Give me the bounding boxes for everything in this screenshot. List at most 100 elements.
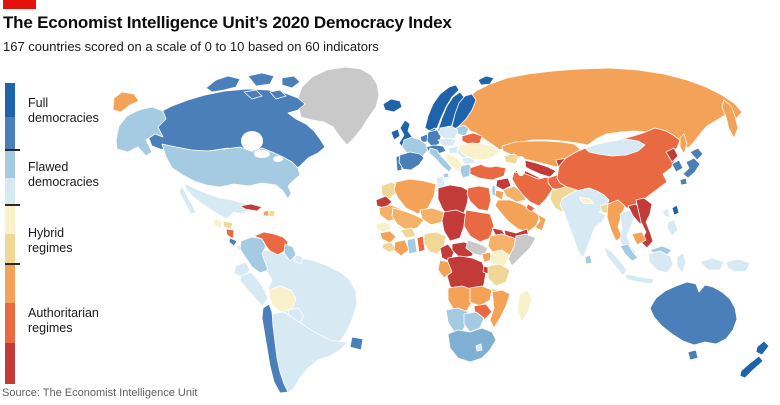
country-mali xyxy=(391,207,425,231)
country-costa-rica xyxy=(228,237,238,247)
country-algeria xyxy=(393,178,437,215)
legend-segment-hybrid_low xyxy=(5,234,15,263)
country-tanzania xyxy=(487,263,511,287)
legend-label-full-democracies: Full democracies xyxy=(28,96,99,126)
country-mongolia xyxy=(584,138,646,157)
country-uruguay xyxy=(349,336,364,351)
country-svalbard xyxy=(477,75,495,86)
hudson-bay xyxy=(241,131,263,151)
country-sudan xyxy=(463,209,495,243)
country-czechia-slovakia xyxy=(437,137,457,147)
country-poland xyxy=(438,125,459,141)
country-chad xyxy=(441,209,467,242)
country-angola xyxy=(447,285,475,313)
country-togo-benin xyxy=(416,235,426,253)
country-russia-chukotka xyxy=(112,91,140,113)
country-haiti xyxy=(262,209,270,217)
country-guyana xyxy=(283,243,297,262)
country-greenland xyxy=(296,66,380,146)
legend-segment-full_high xyxy=(5,83,15,117)
legend-segment-flawed_high xyxy=(5,150,15,178)
country-indonesia xyxy=(603,245,725,285)
country-niger xyxy=(419,207,445,226)
page-title: The Economist Intelligence Unit’s 2020 D… xyxy=(3,13,452,32)
country-italy xyxy=(428,147,453,179)
legend-segment-flawed_low xyxy=(5,177,15,205)
country-philippines xyxy=(661,207,679,237)
legend-segment-auth_mid xyxy=(5,303,15,343)
country-jordan xyxy=(494,189,505,201)
page-subtitle: 167 countries scored on a scale of 0 to … xyxy=(3,39,379,54)
country-suriname xyxy=(293,254,304,265)
country-peru xyxy=(239,271,269,307)
legend-segment-full_mid xyxy=(5,116,15,150)
country-mozambique xyxy=(489,289,511,329)
country-vietnam xyxy=(635,197,654,249)
legend-category-tick xyxy=(5,262,20,265)
black-sea xyxy=(481,158,499,168)
country-saudi-arabia xyxy=(494,199,541,233)
country-baltic-states xyxy=(455,124,470,137)
country-ukraine xyxy=(457,142,500,161)
country-honduras xyxy=(222,220,234,230)
legend-segment-hybrid_high xyxy=(5,205,15,234)
country-south-korea xyxy=(671,159,684,173)
country-ghana xyxy=(406,237,418,255)
legend-segment-auth_low xyxy=(5,343,15,384)
country-iraq xyxy=(502,185,527,203)
country-russia xyxy=(454,67,743,151)
country-spain xyxy=(398,151,425,171)
legend-segment-auth_high xyxy=(5,263,15,303)
country-papua-new-guinea xyxy=(725,258,751,273)
country-guinea xyxy=(379,230,397,244)
great-lakes xyxy=(254,150,270,158)
country-cambodia xyxy=(631,231,647,246)
country-iceland xyxy=(382,98,403,113)
country-belarus xyxy=(461,132,483,146)
legend-label-authoritarian-regimes: Authoritarian regimes xyxy=(28,306,99,336)
country-ireland xyxy=(390,128,401,141)
economist-red-tab xyxy=(3,0,36,9)
country-nicaragua xyxy=(225,228,235,240)
country-myanmar xyxy=(606,199,626,242)
country-russia-kamchatka xyxy=(721,99,739,139)
country-zambia xyxy=(469,285,493,307)
country-madagascar xyxy=(517,289,533,323)
country-libya xyxy=(437,184,470,219)
legend-label-hybrid-regimes: Hybrid regimes xyxy=(28,226,73,256)
country-north-korea xyxy=(665,147,679,163)
country-somalia xyxy=(507,233,537,267)
country-taiwan xyxy=(671,204,680,216)
country-alaska-usa xyxy=(115,106,167,157)
great-lakes-east xyxy=(273,156,283,162)
country-oman xyxy=(534,213,547,232)
source-note: Source: The Economist Intelligence Unit xyxy=(2,387,198,399)
country-lesotho xyxy=(475,343,483,352)
country-south-africa xyxy=(447,327,497,363)
country-botswana xyxy=(463,311,485,333)
country-guatemala xyxy=(212,218,223,229)
legend-color-scale xyxy=(5,83,20,384)
country-syria xyxy=(495,177,512,191)
country-sri-lanka xyxy=(584,254,593,265)
country-gulf-states xyxy=(525,203,536,213)
country-norway xyxy=(424,84,460,133)
country-egypt xyxy=(466,185,492,212)
country-russia-sakhalin xyxy=(679,133,688,155)
country-chile xyxy=(261,303,289,394)
country-namibia xyxy=(445,307,469,337)
country-new-zealand xyxy=(739,340,770,379)
country-mexico xyxy=(178,182,250,220)
country-ivory-coast xyxy=(393,239,410,257)
country-nepal xyxy=(578,196,595,205)
country-sierra-leone-liberia xyxy=(381,241,398,253)
country-germany xyxy=(426,129,442,148)
country-japan xyxy=(679,147,704,186)
country-dominican-republic xyxy=(268,209,276,218)
country-india xyxy=(559,187,610,259)
country-congo-gabon xyxy=(437,259,453,279)
country-cuba xyxy=(239,203,263,212)
country-greece xyxy=(459,163,474,179)
country-canada-arctic-islands xyxy=(205,72,301,100)
